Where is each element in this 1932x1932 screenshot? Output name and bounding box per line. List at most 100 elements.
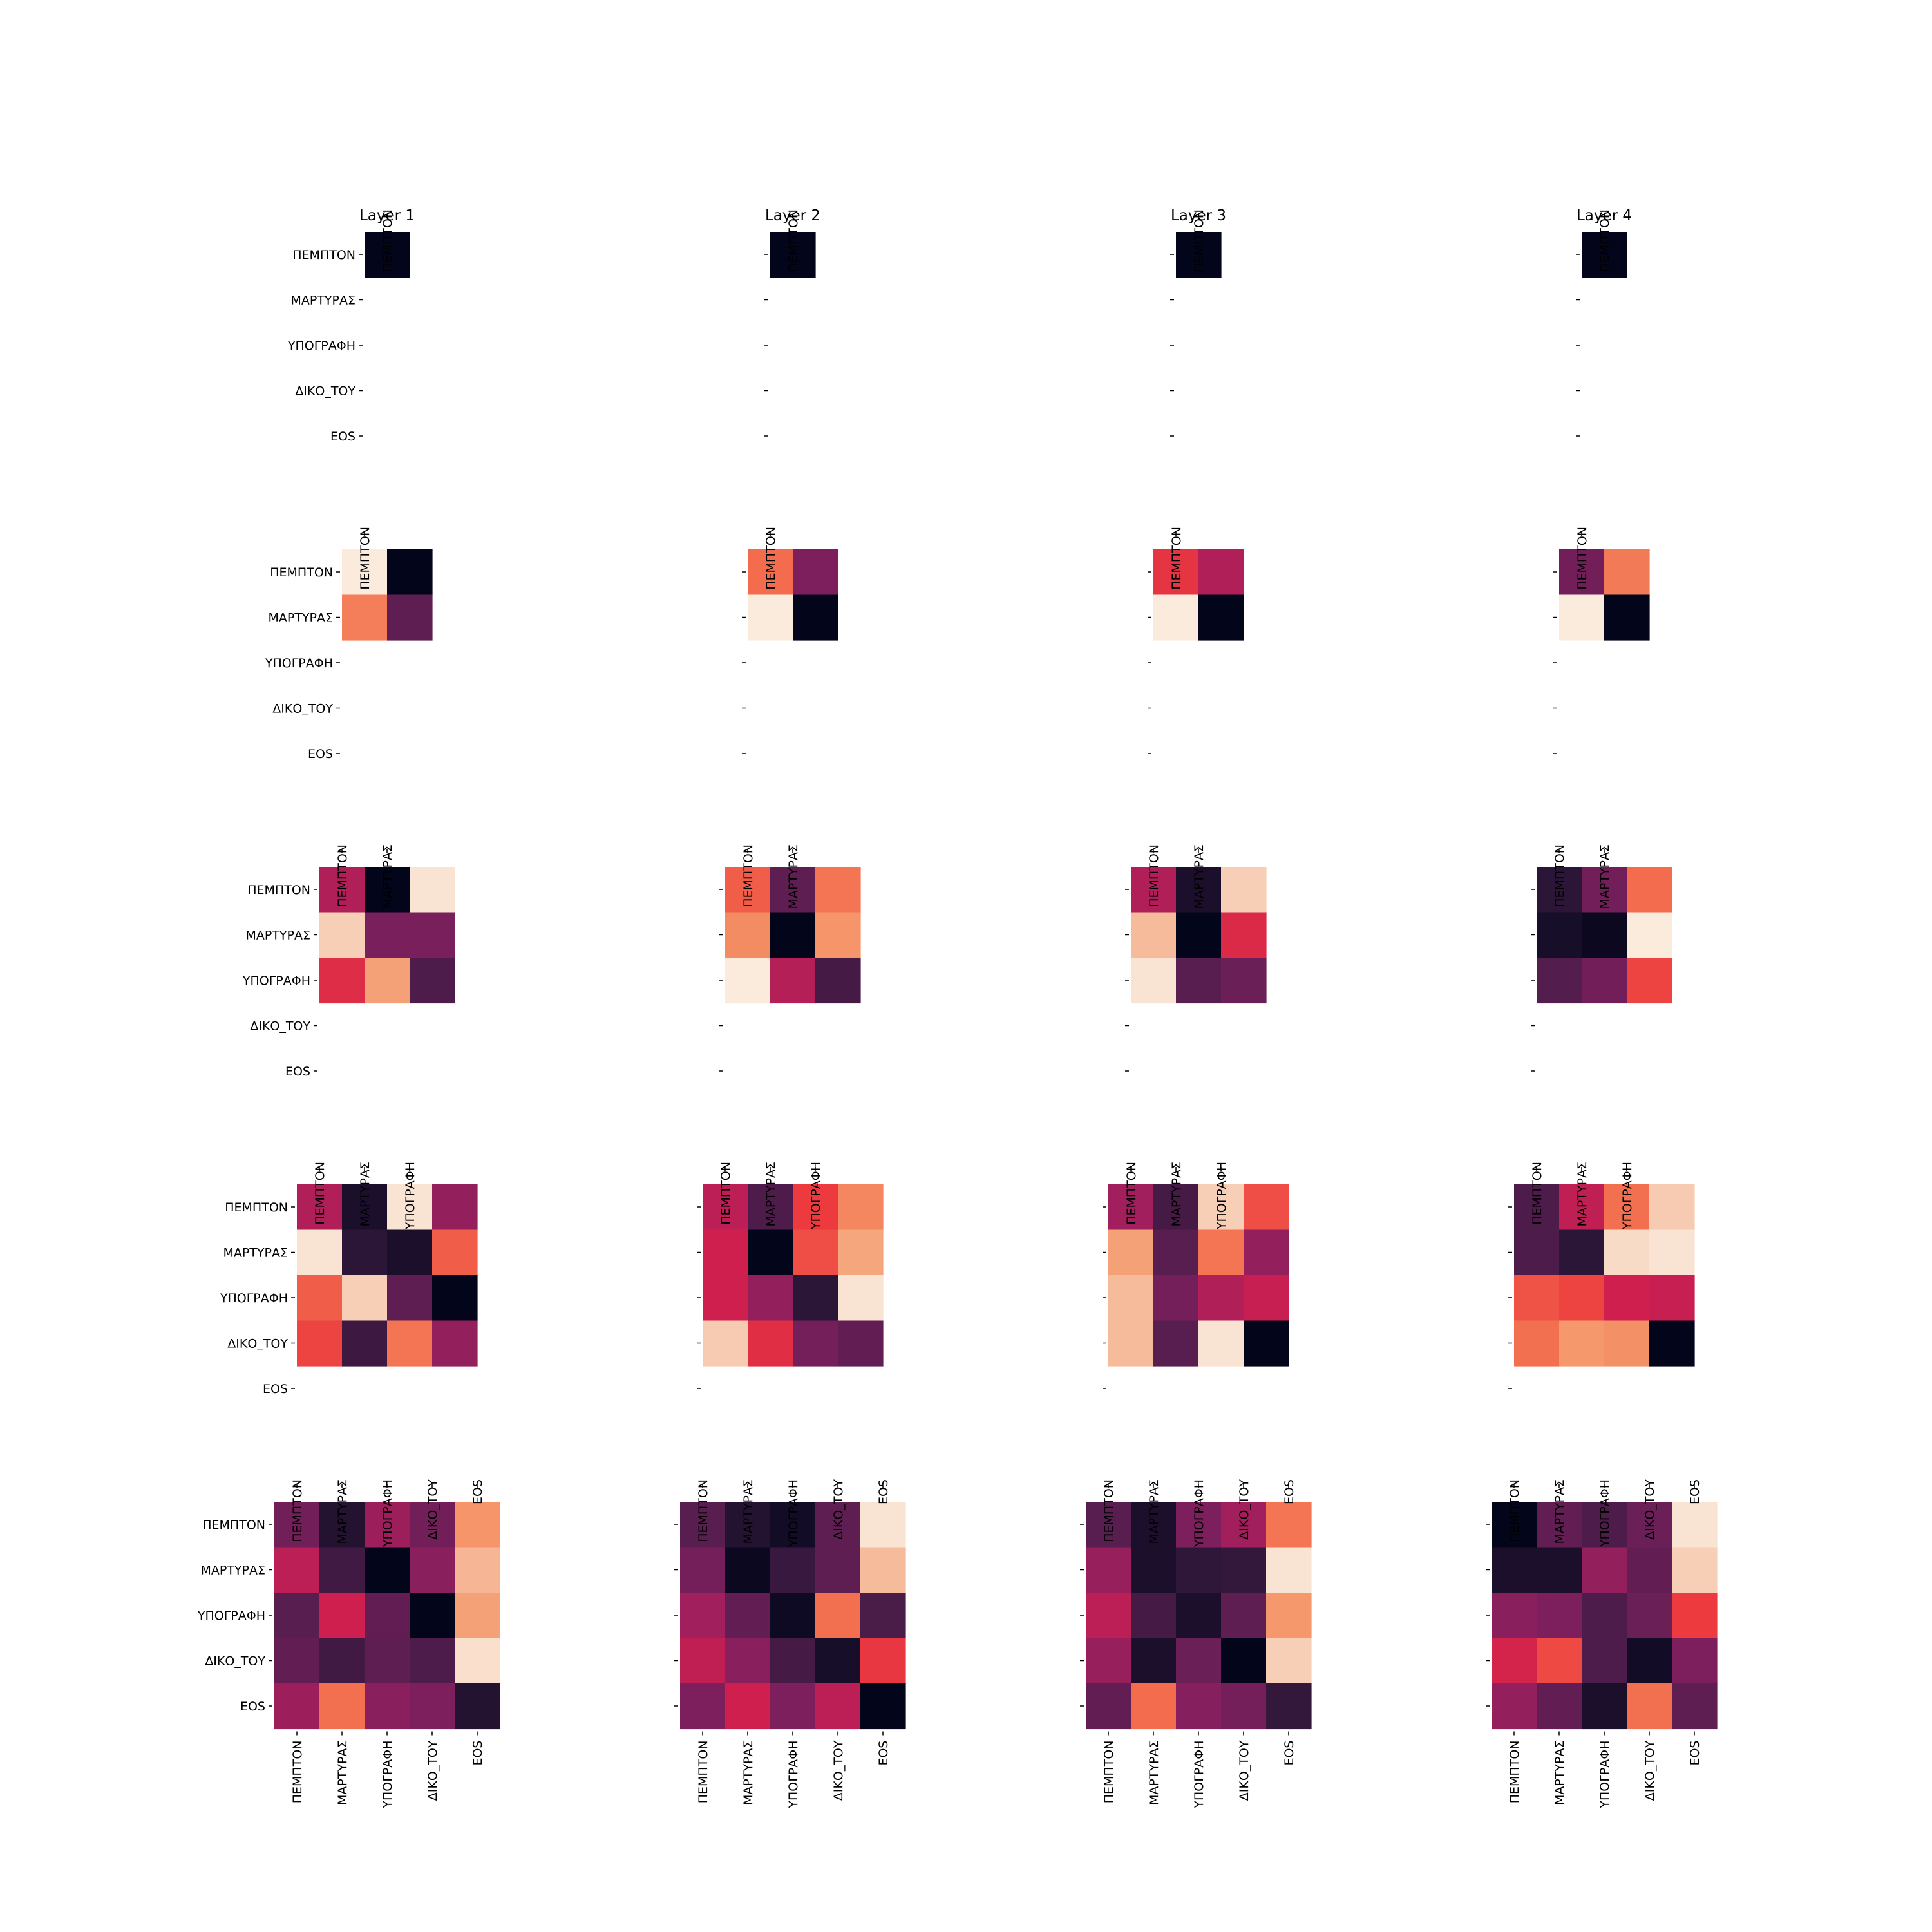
heatmap-cell	[1086, 1502, 1132, 1548]
heatmap-cell	[1198, 1229, 1244, 1276]
heatmap-cell	[1492, 1593, 1537, 1639]
heatmap-cell	[1131, 867, 1177, 913]
heatmap-cell	[815, 1502, 861, 1548]
heatmap-cell	[680, 1547, 726, 1593]
chart-title: Layer 1	[359, 207, 415, 224]
x-tick-label: ΠΕΜΠΤΟΝ	[290, 1479, 305, 1542]
heatmap-cell	[1492, 1638, 1537, 1684]
heatmap-cell	[1266, 1638, 1312, 1684]
x-tick-label: ΥΠΟΓΡΑΦΗ	[1620, 1162, 1634, 1230]
heatmap-cell	[297, 1229, 343, 1276]
heatmap-cell	[1086, 1683, 1132, 1730]
heatmap-cell	[793, 1275, 838, 1321]
heatmap-cell	[1153, 1320, 1199, 1367]
x-tick-label: ΠΕΜΠΤΟΝ	[358, 527, 372, 590]
heatmap-cell	[319, 1593, 365, 1639]
x-tick-label: ΜΑΡΤΥΡΑΣ	[786, 844, 800, 909]
heatmap-cell	[1221, 867, 1267, 913]
y-tick-label: EOS	[308, 747, 333, 761]
heatmap-cell	[365, 1683, 410, 1730]
x-tick-label: ΜΑΡΤΥΡΑΣ	[1170, 1162, 1184, 1227]
heatmap-cell	[432, 1229, 478, 1276]
heatmap-cell	[432, 1320, 478, 1367]
heatmap-cell	[838, 1184, 884, 1231]
heatmap-cell	[1582, 867, 1627, 913]
heatmap-cell	[1244, 1184, 1289, 1231]
heatmap-cell	[1627, 1638, 1672, 1684]
heatmap-cell	[1086, 1638, 1132, 1684]
heatmap-cell	[1198, 1275, 1244, 1321]
x-tick-label: ΠΕΜΠΤΟΝ	[1598, 209, 1612, 272]
y-tick-label: ΔΙΚΟ_ΤΟΥ	[250, 1019, 310, 1034]
x-tick-label-bottom: EOS	[1688, 1741, 1702, 1766]
heatmap-cell	[680, 1593, 726, 1639]
x-tick-label: ΠΕΜΠΤΟΝ	[764, 527, 778, 590]
heatmap-cell	[274, 1593, 320, 1639]
heatmap-cell	[410, 1683, 455, 1730]
heatmap-cell	[1559, 1275, 1605, 1321]
y-tick-label: EOS	[263, 1382, 288, 1396]
heatmap-cell	[455, 1547, 500, 1593]
heatmap-cell	[1153, 549, 1199, 596]
y-tick-label: ΜΑΡΤΥΡΑΣ	[268, 611, 333, 625]
x-tick-label-bottom: ΠΕΜΠΤΟΝ	[290, 1741, 305, 1804]
chart-title: Layer 4	[1577, 207, 1632, 224]
heatmap-cell	[319, 912, 365, 958]
x-tick-label: ΜΑΡΤΥΡΑΣ	[1575, 1162, 1589, 1227]
x-tick-label: ΠΕΜΠΤΟΝ	[1575, 527, 1589, 590]
heatmap-cell	[1559, 1184, 1605, 1231]
heatmap-cell	[703, 1320, 748, 1367]
y-tick-label: ΥΠΟΓΡΑΦΗ	[220, 1291, 288, 1305]
heatmap-cell	[365, 1638, 410, 1684]
heatmap-cell	[1244, 1275, 1289, 1321]
heatmap-cell	[770, 912, 816, 958]
heatmap-cell	[725, 1593, 771, 1639]
x-tick-label: ΠΕΜΠΤΟΝ	[1170, 527, 1184, 590]
heatmap-cell	[1244, 1320, 1289, 1367]
heatmap-cell	[703, 1229, 748, 1276]
heatmap-cell	[860, 1502, 906, 1548]
x-tick-label: EOS	[1282, 1479, 1296, 1504]
heatmap-cell	[725, 912, 771, 958]
heatmap-cell	[387, 594, 433, 641]
heatmap-cell	[387, 1229, 433, 1276]
x-tick-label: ΠΕΜΠΤΟΝ	[786, 209, 800, 272]
heatmap-cell	[815, 912, 861, 958]
heatmap-cell	[793, 594, 838, 641]
x-tick-label: ΠΕΜΠΤΟΝ	[1553, 844, 1567, 907]
heatmap-cell	[1176, 232, 1222, 278]
heatmap-cell	[1604, 1184, 1650, 1231]
heatmap-cell	[1176, 1683, 1222, 1730]
y-tick-label: ΔΙΚΟ_ΤΟΥ	[272, 702, 333, 716]
x-tick-label-bottom: ΔΙΚΟ_ΤΟΥ	[1643, 1740, 1657, 1801]
x-tick-label: ΜΑΡΤΥΡΑΣ	[1147, 1479, 1161, 1544]
x-tick-label-bottom: ΥΠΟΓΡΑΦΗ	[381, 1741, 395, 1809]
y-tick-label: ΥΠΟΓΡΑΦΗ	[197, 1609, 265, 1623]
x-tick-label: EOS	[471, 1479, 485, 1504]
y-tick-label: ΜΑΡΤΥΡΑΣ	[200, 1564, 265, 1578]
x-tick-label: ΥΠΟΓΡΑΦΗ	[403, 1162, 417, 1230]
heatmap-cell	[770, 867, 816, 913]
heatmap-cell	[1221, 958, 1267, 1004]
heatmap-cell	[838, 1275, 884, 1321]
heatmap-cell	[1649, 1229, 1695, 1276]
heatmap-cell	[1627, 1547, 1672, 1593]
heatmap-cell	[1627, 1683, 1672, 1730]
heatmap-cell	[748, 1275, 793, 1321]
heatmap-cell	[1198, 549, 1244, 596]
y-tick-label: ΥΠΟΓΡΑΦΗ	[265, 656, 333, 670]
heatmap-cell	[838, 1320, 884, 1367]
heatmap-cell	[1559, 1229, 1605, 1276]
x-tick-label-bottom: ΥΠΟΓΡΑΦΗ	[1598, 1741, 1612, 1809]
x-tick-label-bottom: ΜΑΡΤΥΡΑΣ	[1553, 1741, 1567, 1806]
heatmap-cell	[1221, 1502, 1267, 1548]
heatmap-cell	[748, 594, 793, 641]
heatmap-cell	[365, 867, 410, 913]
heatmap-cell	[1131, 1683, 1177, 1730]
heatmap-cell	[1537, 958, 1582, 1004]
heatmap-cell	[1086, 1547, 1132, 1593]
heatmap-cell	[1582, 232, 1627, 278]
x-tick-label-bottom: ΠΕΜΠΤΟΝ	[696, 1741, 710, 1804]
heatmap-cell	[1582, 1683, 1627, 1730]
heatmap-cell	[1492, 1547, 1537, 1593]
